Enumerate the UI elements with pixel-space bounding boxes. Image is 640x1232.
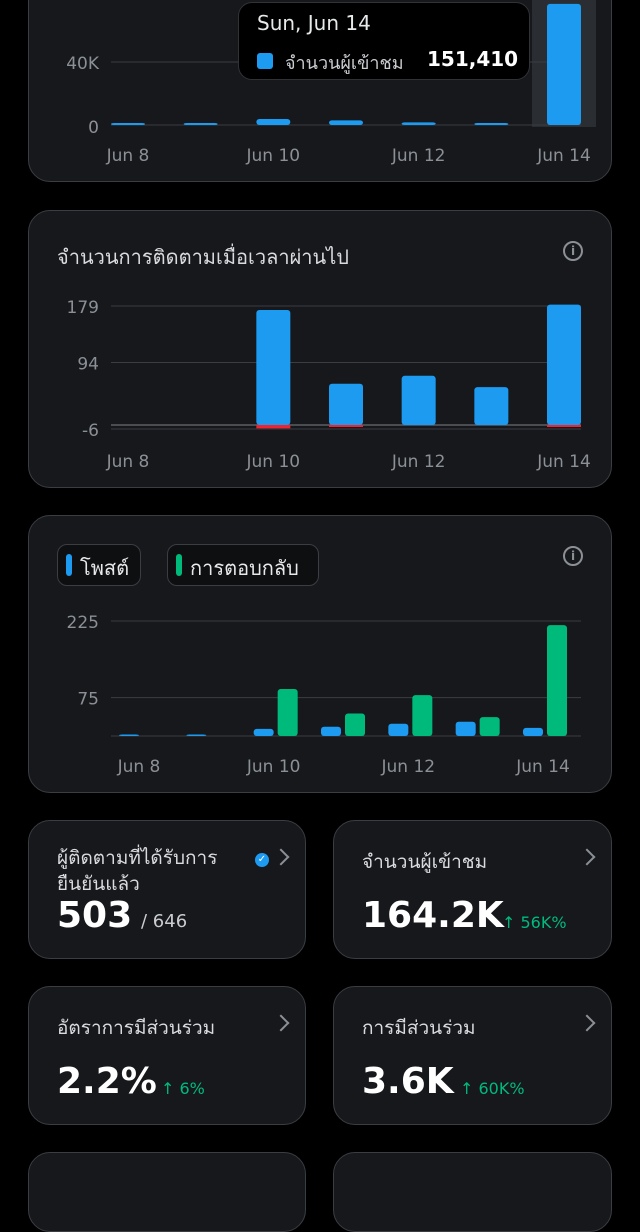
stat-change: ↑ 60K% [460,1079,525,1098]
bar-lost [329,425,363,428]
chevron-right-icon [578,848,596,866]
stat-change: ↑ 6% [161,1079,205,1098]
x-tick-label: Jun 14 [536,452,591,472]
bar-posts [186,734,207,736]
x-tick-label: Jun 12 [391,452,446,472]
x-tick-label: Jun 8 [106,146,150,166]
x-tick-label: Jun 12 [391,146,446,166]
posts-replies-chart[interactable]: 225 75 Jun 8 Jun 10 Jun 12 Jun 14 [29,516,613,794]
bar [547,3,581,125]
legend-replies-swatch [176,554,182,576]
bar-posts [388,723,409,736]
stat-card-partial[interactable] [333,1152,612,1232]
bar-gained [256,309,291,426]
bar [111,123,145,125]
bar-gained [547,304,581,426]
tooltip-series-label: จำนวนผู้เข้าชม [285,53,404,74]
bar-posts [523,727,543,736]
stat-card-engagements[interactable]: การมีส่วนร่วม 3.6K ↑ 60K% [333,986,612,1125]
bar [329,120,363,125]
bar [474,123,509,125]
y-tick-label: 94 [77,355,99,375]
tooltip-date: Sun, Jun 14 [257,11,371,35]
posts-replies-chart-card: โพสต์ การตอบกลับ i 225 75 Jun 8 Jun 10 Jun … [28,515,612,793]
chevron-right-icon [578,1014,596,1032]
bar-posts [321,726,341,736]
y-tick-label: -6 [82,421,99,441]
stat-card-partial[interactable] [28,1152,306,1232]
x-tick-label: Jun 10 [246,452,301,472]
x-tick-label: Jun 10 [246,146,301,166]
bar-replies [547,625,567,736]
stat-total: / 646 [141,911,188,932]
followers-chart-title: จำนวนการติดตามเมื่อเวลาผ่านไป [57,245,349,269]
stat-card-engagement-rate[interactable]: อัตราการมีส่วนร่วม 2.2% ↑ 6% [28,986,306,1125]
stat-value: 164.2K [362,895,504,936]
stat-label: จำนวนผู้เข้าชม [362,851,488,873]
legend-replies-label: การตอบกลับ [190,556,299,580]
tooltip-series-swatch [257,53,273,69]
x-tick-label: Jun 14 [536,146,591,166]
stat-card-impressions[interactable]: จำนวนผู้เข้าชม 164.2K ↑ 56K% [333,820,612,959]
x-tick-label: Jun 10 [246,757,301,777]
stat-value: 3.6K [362,1061,454,1102]
followers-chart[interactable]: 179 94 -6 Jun 8 Jun 10 Jun 12 Jun 14 [29,211,613,489]
bar-gained [474,387,509,426]
followers-chart-card: จำนวนการติดตามเมื่อเวลาผ่านไป i 179 94 -6 … [28,210,612,488]
stat-label: ผู้ติดตามที่ได้รับการยืนยันแล้ว [57,847,218,895]
x-tick-label: Jun 14 [515,757,570,777]
bar-replies [412,695,433,736]
bar-lost [256,425,291,429]
chevron-right-icon [272,848,290,866]
tooltip-value: 151,410 [427,47,519,71]
x-tick-label: Jun 8 [117,757,161,777]
bar-replies [479,717,500,736]
stat-label: อัตราการมีส่วนร่วม [57,1017,216,1039]
y-tick-label: 40K [66,54,100,74]
bar-posts [455,721,476,736]
stat-value: 503 [57,895,133,936]
bar-gained [401,375,436,426]
legend-posts-label: โพสต์ [80,556,130,580]
bar [401,122,436,125]
impressions-chart[interactable]: 40K 0 Jun 8 Jun 10 Jun 12 Jun 14 [29,0,613,183]
bar-replies [345,713,365,736]
stat-label: การมีส่วนร่วม [362,1017,476,1039]
verified-badge-icon: ✓ [255,853,269,867]
chevron-right-icon [272,1014,290,1032]
chart-tooltip: Sun, Jun 14 จำนวนผู้เข้าชม 151,410 [238,2,530,80]
bar-replies [277,688,298,736]
y-tick-label: 75 [77,690,99,710]
bar [183,123,218,125]
info-icon[interactable]: i [563,546,583,566]
bar [256,119,291,125]
y-tick-label: 225 [67,613,99,633]
x-tick-label: Jun 8 [106,452,150,472]
bar-posts [253,728,274,736]
stat-card-verified-followers[interactable]: ผู้ติดตามที่ได้รับการยืนยันแล้ว ✓ 503 / … [28,820,306,959]
legend-posts[interactable]: โพสต์ [57,544,141,586]
bar-posts [119,734,139,736]
bar-lost [547,425,581,428]
stat-change: ↑ 56K% [502,913,567,932]
stat-value: 2.2% [57,1061,157,1102]
legend-posts-swatch [66,554,72,576]
legend-replies[interactable]: การตอบกลับ [167,544,319,586]
x-tick-label: Jun 12 [381,757,436,777]
bar-gained [329,383,363,426]
y-tick-label: 0 [88,118,99,138]
info-icon[interactable]: i [563,241,583,261]
y-tick-label: 179 [67,298,99,318]
